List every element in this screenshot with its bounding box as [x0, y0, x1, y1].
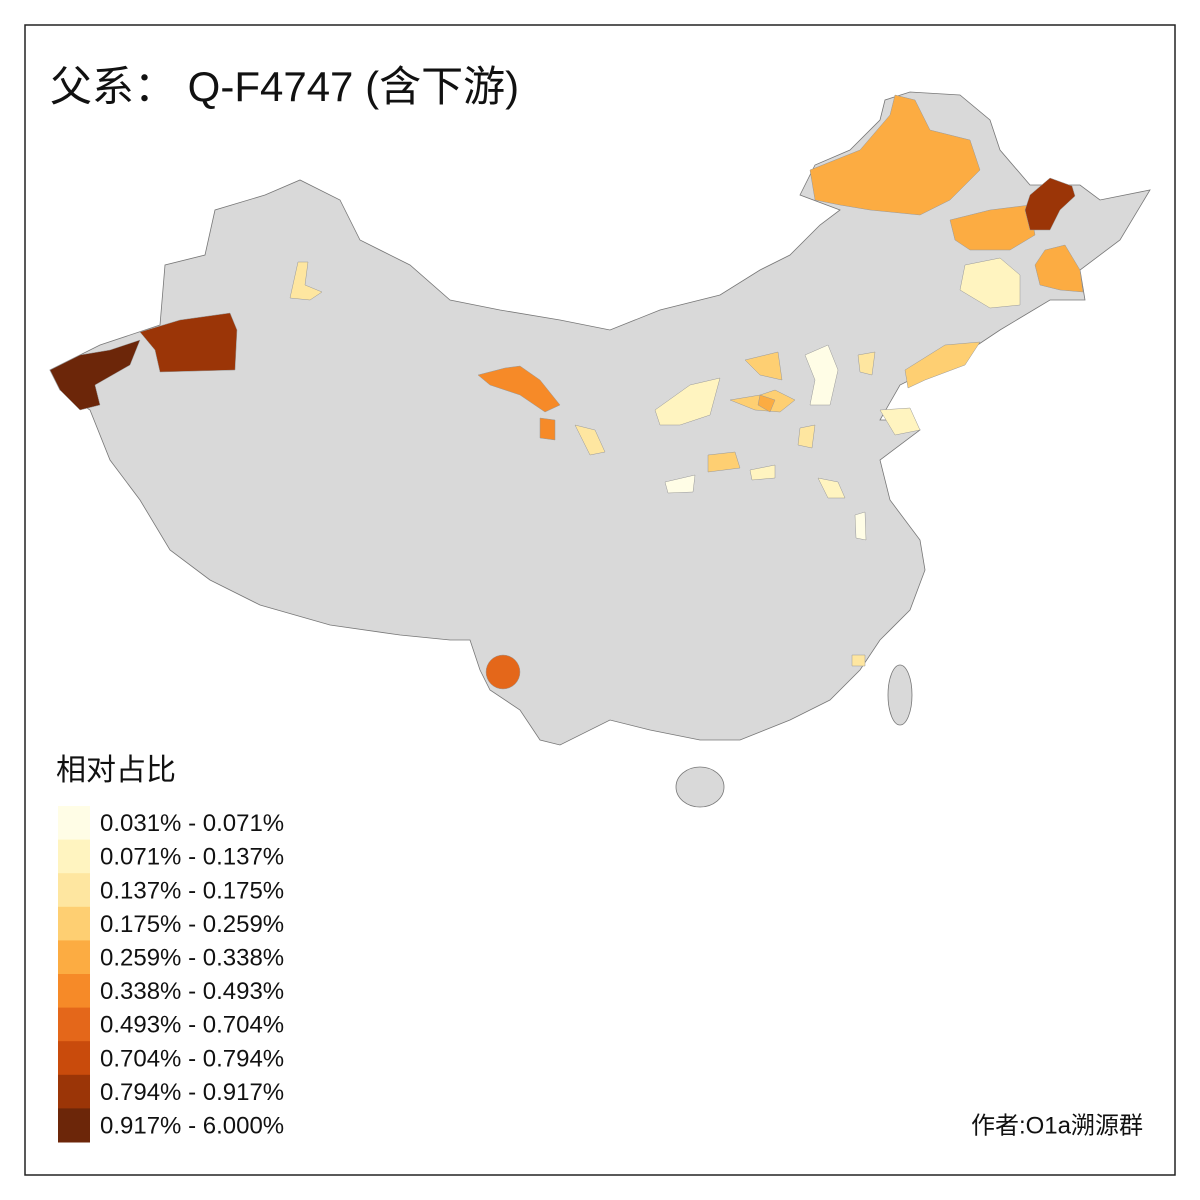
- region: [707, 451, 741, 473]
- legend-swatch: [58, 1074, 90, 1109]
- legend-swatch: [58, 873, 90, 908]
- region: [854, 511, 867, 541]
- legend-label: 0.031% - 0.071%: [100, 810, 284, 837]
- region: [744, 351, 783, 381]
- legend-swatch: [58, 906, 90, 941]
- region: [289, 261, 323, 301]
- legend-label: 0.137% - 0.175%: [100, 877, 284, 904]
- legend-label: 0.071% - 0.137%: [100, 844, 284, 871]
- map-title: 父系： Q-F4747 (含下游): [50, 63, 519, 110]
- region: [757, 394, 776, 413]
- regions: [49, 94, 1084, 690]
- region: [749, 464, 776, 481]
- region: [959, 257, 1021, 309]
- legend-swatch: [58, 974, 90, 1009]
- region: [485, 654, 521, 690]
- legend-swatch: [58, 839, 90, 874]
- region: [809, 94, 981, 216]
- region: [851, 654, 866, 667]
- region: [664, 474, 696, 494]
- island: [675, 766, 725, 808]
- region: [904, 341, 981, 389]
- region: [574, 424, 606, 456]
- region: [857, 351, 876, 376]
- region: [797, 424, 816, 449]
- legend: 0.031% - 0.071% 0.071% - 0.137% 0.137% - 0…: [58, 806, 284, 1143]
- legend-label: 0.175% - 0.259%: [100, 911, 284, 938]
- country: [49, 91, 1151, 746]
- legend-label: 0.493% - 0.704%: [100, 1012, 284, 1039]
- legend-label: 0.259% - 0.338%: [100, 945, 284, 972]
- region: [539, 417, 556, 441]
- region: [817, 477, 846, 499]
- legend-label: 0.917% - 6.000%: [100, 1113, 284, 1140]
- island: [887, 664, 913, 726]
- legend-label: 0.704% - 0.794%: [100, 1045, 284, 1072]
- region: [654, 377, 721, 426]
- base-map: [49, 91, 1151, 808]
- region: [879, 407, 921, 436]
- region: [477, 365, 561, 413]
- region: [1034, 244, 1084, 293]
- region: [49, 339, 141, 411]
- legend-swatch: [58, 1108, 90, 1143]
- legend-label: 0.338% - 0.493%: [100, 978, 284, 1005]
- region: [1024, 177, 1076, 231]
- legend-swatch: [58, 940, 90, 975]
- legend-title: 相对占比: [56, 754, 176, 787]
- region: [139, 312, 238, 373]
- region: [949, 204, 1036, 251]
- legend-label: 0.794% - 0.917%: [100, 1079, 284, 1106]
- legend-swatch: [58, 1007, 90, 1042]
- legend-swatch: [58, 806, 90, 841]
- region: [804, 344, 839, 406]
- legend-swatch: [58, 1041, 90, 1076]
- credit: 作者:O1a溯源群: [971, 1112, 1143, 1139]
